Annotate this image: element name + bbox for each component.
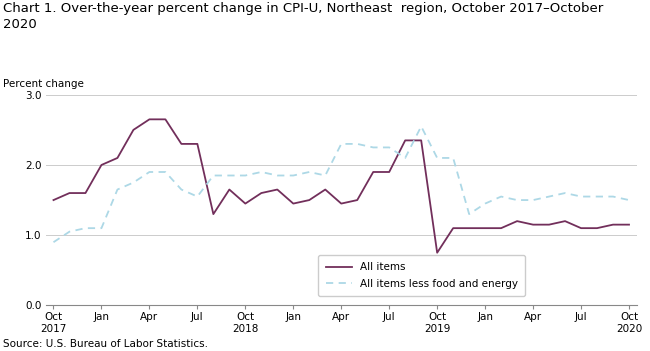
All items less food and energy <box>481 201 489 206</box>
All items less food and energy <box>306 170 313 174</box>
Text: Chart 1. Over-the-year percent change in CPI-U, Northeast  region, October 2017–: Chart 1. Over-the-year percent change in… <box>3 2 603 31</box>
All items less food and energy <box>98 226 105 230</box>
All items less food and energy <box>321 173 329 178</box>
All items less food and energy <box>401 156 409 160</box>
All items <box>514 219 521 223</box>
All items less food and energy <box>226 173 233 178</box>
All items less food and energy <box>514 198 521 202</box>
All items <box>289 201 297 206</box>
Legend: All items, All items less food and energy: All items, All items less food and energ… <box>318 255 525 296</box>
All items <box>577 226 585 230</box>
All items less food and energy <box>561 191 569 195</box>
All items less food and energy <box>209 173 217 178</box>
All items less food and energy <box>529 198 537 202</box>
All items <box>98 163 105 167</box>
All items less food and energy <box>161 170 169 174</box>
All items less food and energy <box>369 145 377 150</box>
All items less food and energy <box>354 142 361 146</box>
All items <box>129 128 137 132</box>
All items <box>385 170 393 174</box>
All items less food and energy <box>577 194 585 199</box>
All items <box>481 226 489 230</box>
All items <box>449 226 457 230</box>
Text: Source: U.S. Bureau of Labor Statistics.: Source: U.S. Bureau of Labor Statistics. <box>3 339 208 349</box>
All items <box>369 170 377 174</box>
Line: All items less food and energy: All items less food and energy <box>53 126 629 242</box>
All items <box>609 223 617 227</box>
All items <box>177 142 185 146</box>
All items <box>194 142 202 146</box>
All items <box>146 117 153 121</box>
All items less food and energy <box>66 230 73 234</box>
All items less food and energy <box>434 156 441 160</box>
All items less food and energy <box>497 194 505 199</box>
All items less food and energy <box>545 194 553 199</box>
All items <box>226 187 233 192</box>
All items less food and energy <box>465 212 473 216</box>
All items <box>49 198 57 202</box>
All items <box>209 212 217 216</box>
All items less food and energy <box>114 187 122 192</box>
All items less food and energy <box>129 180 137 185</box>
All items less food and energy <box>146 170 153 174</box>
All items less food and energy <box>49 240 57 244</box>
All items <box>434 251 441 255</box>
All items <box>274 187 281 192</box>
All items less food and energy <box>609 194 617 199</box>
All items <box>545 223 553 227</box>
All items <box>465 226 473 230</box>
All items <box>161 117 169 121</box>
All items less food and energy <box>449 156 457 160</box>
All items <box>66 191 73 195</box>
All items less food and energy <box>385 145 393 150</box>
All items <box>593 226 601 230</box>
All items less food and energy <box>177 187 185 192</box>
All items less food and energy <box>274 173 281 178</box>
All items less food and energy <box>81 226 89 230</box>
All items less food and energy <box>289 173 297 178</box>
All items <box>625 223 633 227</box>
Text: Percent change: Percent change <box>3 79 84 89</box>
All items <box>561 219 569 223</box>
All items <box>114 156 122 160</box>
All items <box>497 226 505 230</box>
All items less food and energy <box>241 173 249 178</box>
All items <box>81 191 89 195</box>
All items <box>241 201 249 206</box>
All items <box>257 191 265 195</box>
All items <box>401 138 409 143</box>
All items less food and energy <box>337 142 345 146</box>
All items <box>529 223 537 227</box>
All items less food and energy <box>417 124 425 128</box>
All items less food and energy <box>194 194 202 199</box>
All items less food and energy <box>593 194 601 199</box>
All items less food and energy <box>625 198 633 202</box>
All items <box>306 198 313 202</box>
All items <box>417 138 425 143</box>
Line: All items: All items <box>53 119 629 253</box>
All items less food and energy <box>257 170 265 174</box>
All items <box>337 201 345 206</box>
All items <box>321 187 329 192</box>
All items <box>354 198 361 202</box>
